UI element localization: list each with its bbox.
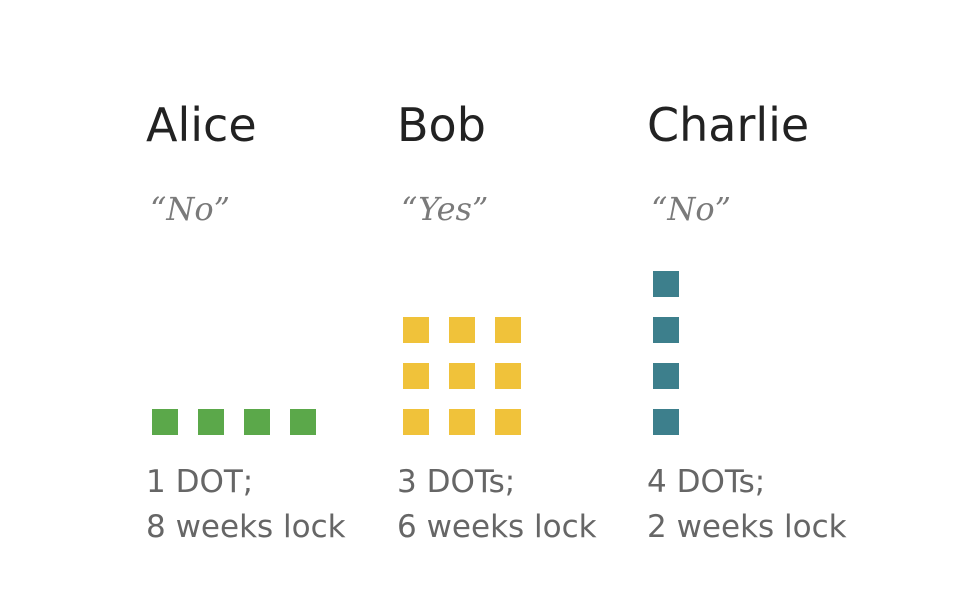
person-column-bob: Bob “Yes” 3 DOTs; 6 weeks lock [397,0,637,591]
caption-dots: 1 DOT; [146,464,254,500]
dot-square [152,409,178,435]
dot-square [653,363,679,389]
vote-squares [653,0,853,591]
vote-text: “No” [651,190,731,228]
vote-text: “No” [150,190,230,228]
person-column-alice: Alice “No” 1 DOT; 8 weeks lock [146,0,386,591]
dot-square [449,317,475,343]
caption-lock: 6 weeks lock [397,509,597,545]
dot-square [290,409,316,435]
vote-squares [403,0,603,591]
dot-square [449,363,475,389]
caption: 3 DOTs; 6 weeks lock [397,460,597,550]
dot-square [653,317,679,343]
dot-square [403,363,429,389]
dot-square [495,409,521,435]
dot-square [198,409,224,435]
caption: 4 DOTs; 2 weeks lock [647,460,847,550]
dot-square [495,363,521,389]
dot-square [653,271,679,297]
dot-square [403,317,429,343]
vote-squares [152,0,352,591]
caption: 1 DOT; 8 weeks lock [146,460,346,550]
caption-lock: 8 weeks lock [146,509,346,545]
caption-lock: 2 weeks lock [647,509,847,545]
caption-dots: 3 DOTs; [397,464,516,500]
person-column-charlie: Charlie “No” 4 DOTs; 2 weeks lock [647,0,887,591]
caption-dots: 4 DOTs; [647,464,766,500]
dot-square [244,409,270,435]
person-name: Charlie [647,98,810,152]
person-name: Bob [397,98,486,152]
vote-text: “Yes” [401,190,489,228]
dot-square [449,409,475,435]
dot-square [495,317,521,343]
dot-square [403,409,429,435]
dot-square [653,409,679,435]
person-name: Alice [146,98,257,152]
